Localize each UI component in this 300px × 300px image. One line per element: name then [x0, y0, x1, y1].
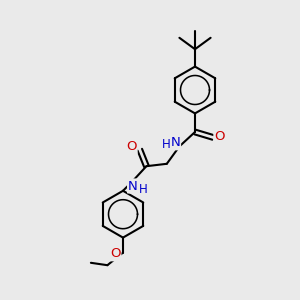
Text: N: N [170, 136, 180, 149]
Text: H: H [162, 138, 171, 152]
Text: N: N [128, 179, 138, 193]
Text: H: H [139, 183, 148, 196]
Text: O: O [214, 130, 225, 143]
Text: O: O [126, 140, 137, 153]
Text: O: O [110, 247, 121, 260]
